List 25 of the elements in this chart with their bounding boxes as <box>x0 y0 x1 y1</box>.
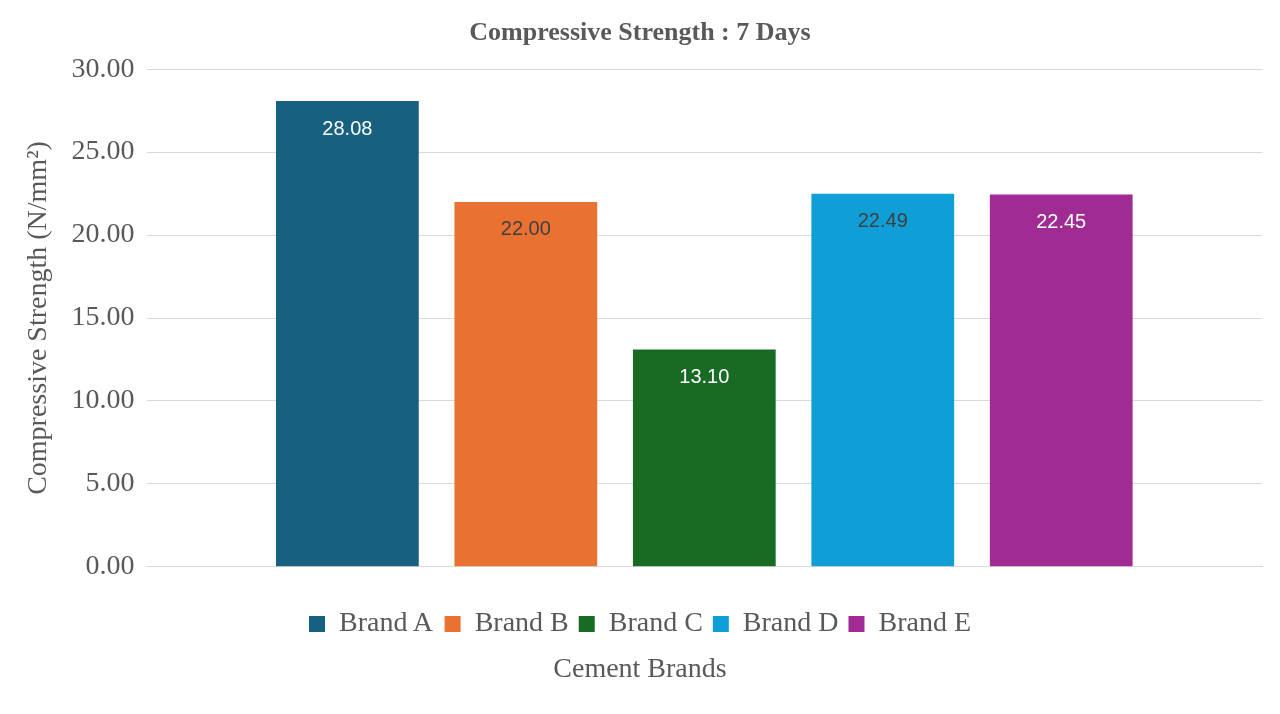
data-label: 22.00 <box>500 217 551 240</box>
y-tick-label: 25.00 <box>71 134 135 166</box>
data-label: 13.10 <box>679 365 730 388</box>
y-tick-label: 30.00 <box>71 51 135 83</box>
legend-label: Brand A <box>338 606 434 638</box>
data-label: 28.08 <box>322 116 373 139</box>
bar <box>989 194 1133 567</box>
bar <box>454 201 598 567</box>
legend-label: Brand C <box>608 606 703 638</box>
y-axis-title: Compressive Strength (N/mm²) <box>21 141 53 495</box>
x-axis-title: Cement Brands <box>552 652 728 684</box>
data-label: 22.49 <box>857 209 908 232</box>
legend-label: Brand D <box>742 606 839 638</box>
legend-label: Brand B <box>474 606 569 638</box>
legend-label: Brand E <box>878 606 972 638</box>
y-tick-label: 10.00 <box>71 383 135 415</box>
y-tick-label: 0.00 <box>85 549 135 581</box>
y-tick-label: 15.00 <box>71 300 135 332</box>
bar <box>275 101 419 567</box>
y-tick-label: 5.00 <box>85 466 135 498</box>
bar <box>811 193 955 567</box>
data-label: 22.45 <box>1036 209 1087 232</box>
bar <box>632 349 776 567</box>
chart-title: Compressive Strength : 7 Days <box>469 17 811 47</box>
y-tick-label: 20.00 <box>71 217 135 249</box>
